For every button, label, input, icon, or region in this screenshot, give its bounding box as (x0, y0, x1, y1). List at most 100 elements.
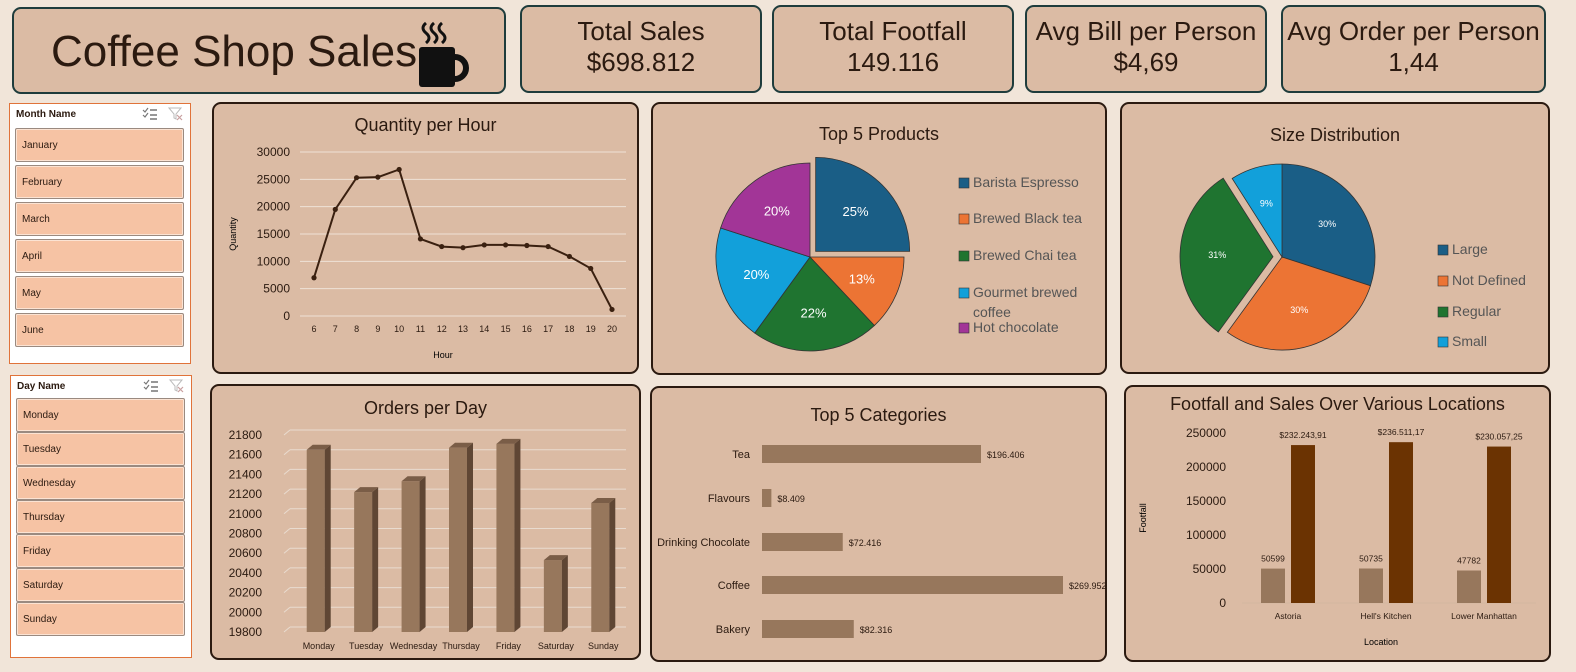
kpi-avg-bill: Avg Bill per Person $4,69 (1025, 5, 1267, 93)
bar (762, 620, 854, 638)
x-tick-label: Saturday (538, 641, 575, 651)
x-tick-label: Hell's Kitchen (1360, 611, 1412, 621)
slicer-item-wednesday[interactable]: Wednesday (16, 466, 185, 500)
footfall-sales-card: Footfall and Sales Over Various Location… (1124, 385, 1551, 662)
bar (762, 533, 843, 551)
y-tick-label: 20200 (229, 586, 263, 600)
pie-data-label: 30% (1318, 219, 1336, 229)
slicer-item-june[interactable]: June (15, 313, 184, 347)
bar-data-label: $269.952 (1069, 581, 1105, 591)
legend-swatch (1437, 336, 1449, 348)
multi-select-icon[interactable] (142, 107, 158, 121)
data-point (502, 242, 509, 248)
legend-label: Small (1452, 333, 1487, 349)
data-point (609, 306, 615, 313)
top-products-card: Top 5 Products 25% 13% 22% 20% 20% Barista Es… (651, 102, 1107, 375)
legend-swatch (958, 213, 970, 225)
y-tick-label: 20800 (229, 527, 263, 541)
kpi-avg-order: Avg Order per Person 1,44 (1281, 5, 1546, 93)
bar (401, 481, 420, 632)
bar-top (591, 497, 616, 503)
bar-top (496, 438, 521, 444)
month-slicer: Month Name January February March April … (9, 103, 191, 364)
bar-data-label: $72.416 (849, 538, 882, 548)
bar (1359, 568, 1383, 603)
slicer-item-march[interactable]: March (15, 202, 184, 236)
slicer-item-april[interactable]: April (15, 239, 184, 273)
multi-select-icon[interactable] (143, 379, 159, 393)
legend-swatch (958, 322, 970, 334)
top-products-chart: 25% 13% 22% 20% 20% Barista Espresso Brewed Bl… (715, 156, 1082, 352)
data-point (588, 265, 594, 272)
x-tick-label: Tuesday (349, 641, 384, 651)
x-tick-label: 7 (333, 324, 338, 334)
legend-swatch (1437, 275, 1449, 287)
x-tick-label: Wednesday (390, 641, 438, 651)
slicer-item-sunday[interactable]: Sunday (16, 602, 185, 636)
x-tick-label: 16 (522, 324, 532, 334)
coffee-cup-icon (419, 21, 469, 87)
slicer-item-february[interactable]: February (15, 165, 184, 199)
chart-title: Size Distribution (1269, 125, 1401, 145)
x-tick-label: 18 (564, 324, 574, 334)
data-point (460, 245, 466, 251)
x-tick-label: 10 (394, 324, 404, 334)
x-tick-label: 12 (437, 324, 447, 334)
clear-filter-icon[interactable] (168, 379, 185, 393)
y-tick-label: 250000 (1186, 426, 1226, 440)
pie-data-label: 31% (1208, 250, 1226, 260)
slicer-item-friday[interactable]: Friday (16, 534, 185, 568)
clear-filter-icon[interactable] (167, 107, 184, 121)
legend-swatch (958, 177, 970, 189)
slicer-item-january[interactable]: January (15, 128, 184, 162)
slicer-item-monday[interactable]: Monday (16, 398, 185, 432)
y-tick-label: 10000 (257, 254, 291, 268)
top-categories-chart: Tea $196.406 Flavours $8.409 Drinking Chocol… (657, 445, 1105, 638)
gridline (283, 508, 291, 515)
data-point (566, 253, 573, 260)
bar (306, 449, 325, 632)
bar-side (467, 442, 473, 632)
slicer-item-tuesday[interactable]: Tuesday (16, 432, 185, 466)
pie-slice (715, 227, 811, 334)
slicer-item-saturday[interactable]: Saturday (16, 568, 185, 602)
y-tick-label: 20000 (257, 200, 291, 214)
legend-label: Hot chocolate (973, 319, 1059, 335)
bar (496, 443, 515, 632)
data-point (524, 242, 530, 249)
bar-side (419, 476, 426, 632)
quantity-per-hour-chart: 30000 25000 20000 15000 10000 5000 0 6 7 8 9 10 11 12… (228, 145, 626, 360)
slicer-item-thursday[interactable]: Thursday (16, 500, 185, 534)
y-tick-label: 21200 (229, 487, 263, 501)
x-tick-label: 13 (458, 324, 468, 334)
data-point (439, 243, 445, 250)
legend-label: Brewed Black tea (973, 210, 1082, 226)
y-tick-label: 0 (1219, 596, 1226, 610)
chart-title: Top 5 Categories (810, 405, 947, 425)
pie-slice (720, 162, 811, 258)
chart-title: Quantity per Hour (354, 115, 497, 135)
slicer-item-may[interactable]: May (15, 276, 184, 310)
x-tick-label: 6 (311, 324, 316, 334)
x-tick-label: 15 (501, 324, 511, 334)
y-tick-label: 21000 (229, 507, 263, 521)
y-tick-label: 20600 (229, 546, 263, 560)
chart-title: Top 5 Products (818, 124, 940, 144)
bar-top (306, 444, 331, 450)
dashboard-title-card: Coffee Shop Sales (12, 7, 506, 94)
kpi-value: $4,69 (1113, 47, 1179, 77)
orders-per-day-card: Orders per Day 21800 21600 21400 21200 21000… (210, 384, 641, 660)
y-tick-label: 200000 (1186, 460, 1226, 474)
kpi-value: 1,44 (1388, 47, 1439, 77)
gridline (283, 469, 291, 475)
bar-top (449, 442, 473, 448)
size-distribution-chart: 30% 30% 31% 9% Large Not Defined Regular Small (1179, 163, 1526, 351)
x-tick-label: 17 (543, 324, 553, 334)
bar (543, 560, 562, 632)
bar-side (324, 444, 331, 632)
chart-title: Orders per Day (363, 398, 488, 418)
pie-data-label: 22% (801, 306, 827, 321)
gridline (283, 606, 291, 613)
pie-slice (1231, 163, 1283, 259)
y-axis-title: Quantity (228, 217, 238, 251)
